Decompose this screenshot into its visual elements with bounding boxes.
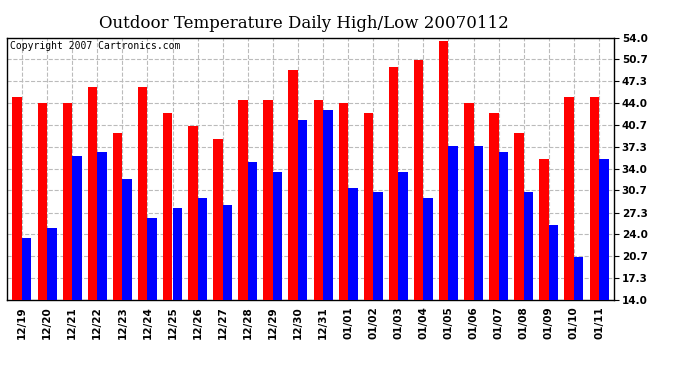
- Bar: [298, 120, 308, 375]
- Bar: [22, 238, 32, 375]
- Bar: [264, 100, 273, 375]
- Bar: [489, 113, 499, 375]
- Bar: [37, 103, 47, 375]
- Bar: [273, 172, 282, 375]
- Bar: [172, 208, 182, 375]
- Bar: [112, 133, 122, 375]
- Bar: [148, 218, 157, 375]
- Text: Copyright 2007 Cartronics.com: Copyright 2007 Cartronics.com: [10, 42, 180, 51]
- Bar: [388, 67, 398, 375]
- Bar: [138, 87, 148, 375]
- Bar: [213, 139, 223, 375]
- Bar: [549, 225, 558, 375]
- Bar: [248, 162, 257, 375]
- Bar: [323, 110, 333, 375]
- Bar: [424, 198, 433, 375]
- Bar: [464, 103, 473, 375]
- Bar: [373, 192, 383, 375]
- Bar: [499, 152, 509, 375]
- Bar: [540, 159, 549, 375]
- Bar: [564, 97, 574, 375]
- Bar: [188, 126, 197, 375]
- Bar: [63, 103, 72, 375]
- Text: Outdoor Temperature Daily High/Low 20070112: Outdoor Temperature Daily High/Low 20070…: [99, 15, 509, 32]
- Bar: [313, 100, 323, 375]
- Bar: [574, 257, 584, 375]
- Bar: [122, 178, 132, 375]
- Bar: [414, 60, 424, 375]
- Bar: [339, 103, 348, 375]
- Bar: [348, 188, 357, 375]
- Bar: [238, 100, 248, 375]
- Bar: [72, 156, 81, 375]
- Bar: [599, 159, 609, 375]
- Bar: [448, 146, 458, 375]
- Bar: [97, 152, 107, 375]
- Bar: [473, 146, 483, 375]
- Bar: [223, 205, 233, 375]
- Bar: [163, 113, 172, 375]
- Bar: [47, 228, 57, 375]
- Bar: [589, 97, 599, 375]
- Bar: [439, 41, 449, 375]
- Bar: [88, 87, 97, 375]
- Bar: [524, 192, 533, 375]
- Bar: [514, 133, 524, 375]
- Bar: [288, 70, 298, 375]
- Bar: [197, 198, 207, 375]
- Bar: [364, 113, 373, 375]
- Bar: [398, 172, 408, 375]
- Bar: [12, 97, 22, 375]
